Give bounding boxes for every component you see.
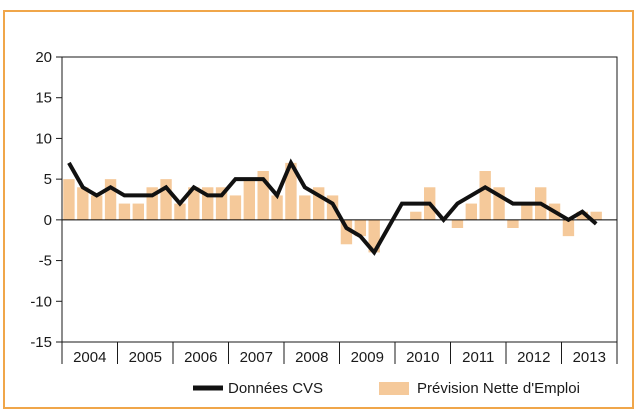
bar — [590, 211, 602, 220]
legend: Données CVS Prévision Nette d'Emploi — [193, 380, 580, 397]
y-tick-label: -15 — [30, 334, 52, 351]
bar — [77, 187, 89, 220]
x-tick-label: 2007 — [240, 349, 273, 366]
y-tick-label: -5 — [39, 253, 52, 270]
y-tick-label: 20 — [35, 49, 52, 66]
bar — [312, 187, 325, 220]
bar — [410, 211, 422, 220]
legend-bar-swatch — [379, 382, 409, 395]
bar — [215, 187, 228, 220]
y-axis-ticks: 20 15 10 5 0 -5 -10 -15 — [30, 49, 62, 351]
bar — [354, 219, 367, 237]
bar — [562, 219, 575, 237]
bar — [340, 219, 353, 245]
bar — [576, 211, 589, 220]
bar — [271, 195, 283, 220]
bar — [493, 187, 505, 220]
bar — [299, 195, 311, 220]
x-tick-label: 2010 — [406, 349, 439, 366]
bar — [229, 195, 242, 220]
bar — [118, 203, 131, 220]
bar — [132, 203, 145, 220]
bar — [174, 203, 186, 220]
bar — [188, 187, 200, 220]
y-tick-label: 0 — [44, 212, 52, 229]
bar — [104, 179, 117, 220]
bar — [465, 203, 478, 220]
bar — [451, 219, 464, 228]
bar — [257, 171, 269, 220]
chart-frame: 20 15 10 5 0 -5 -10 -15 2004 2005 2006 2007 2008 200… — [3, 10, 634, 409]
line-series — [67, 158, 598, 256]
x-tick-label: 2004 — [73, 349, 106, 366]
legend-line-label: Données CVS — [228, 380, 323, 397]
y-tick-label: 10 — [35, 130, 52, 147]
bar — [146, 187, 158, 220]
bar — [90, 195, 103, 220]
x-tick-label: 2009 — [351, 349, 384, 366]
y-tick-label: 5 — [44, 171, 52, 188]
x-tick-label: 2008 — [295, 349, 328, 366]
x-tick-label: 2012 — [517, 349, 550, 366]
bar — [521, 203, 533, 220]
bar — [63, 179, 75, 220]
x-tick-label: 2013 — [573, 349, 606, 366]
bar — [201, 187, 214, 220]
bar — [326, 195, 339, 220]
bar — [479, 171, 491, 220]
bars-series — [63, 162, 602, 253]
x-tick-label: 2006 — [184, 349, 217, 366]
plot-area — [61, 56, 618, 343]
x-axis-ticks: 2004 2005 2006 2007 2008 2009 2010 2011 2012 2013 — [61, 342, 618, 366]
bar — [243, 179, 256, 220]
bar — [285, 162, 297, 220]
y-tick-label: -10 — [30, 293, 52, 310]
y-tick-label: 15 — [35, 90, 52, 107]
bar — [160, 179, 172, 220]
x-tick-label: 2011 — [462, 349, 494, 366]
legend-bar-label: Prévision Nette d'Emploi — [417, 380, 580, 397]
bar — [368, 219, 380, 253]
bar — [507, 219, 519, 228]
x-tick-label: 2005 — [129, 349, 162, 366]
